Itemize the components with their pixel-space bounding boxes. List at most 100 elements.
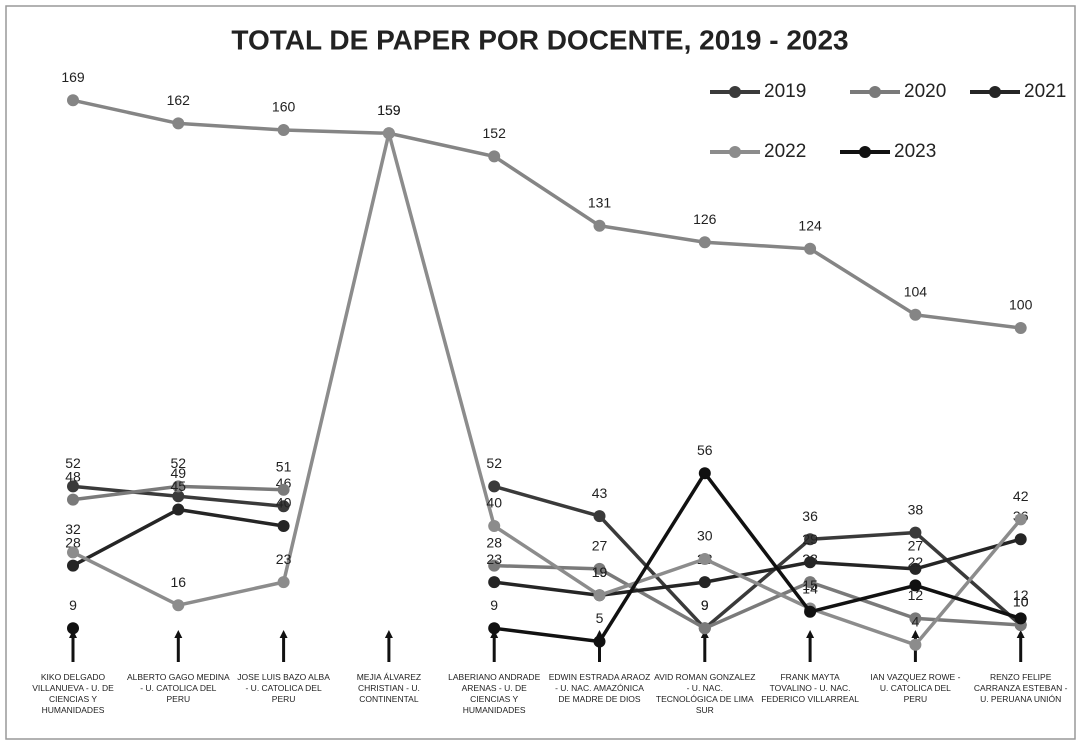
data-point <box>67 94 79 107</box>
data-point <box>488 150 501 163</box>
series-line <box>493 537 1022 598</box>
data-label: 5 <box>596 610 604 626</box>
data-label: 40 <box>276 495 292 511</box>
data-label: 162 <box>167 92 191 108</box>
data-point <box>382 127 395 140</box>
data-label: 30 <box>697 528 713 544</box>
series-line <box>493 470 1022 644</box>
data-label: 15 <box>802 577 818 593</box>
x-tick-label: MEJIA ÁLVAREZ CHRISTIAN - U. CONTINENTAL <box>357 672 421 704</box>
data-label: 19 <box>592 564 608 580</box>
x-tick-label: ALBERTO GAGO MEDINA - U. CATOLICA DEL PERU <box>127 672 230 704</box>
x-tick-label: KIKO DELGADO VILLANUEVA - U. DE CIENCIAS Y… <box>32 672 114 715</box>
data-label: 12 <box>1013 587 1029 603</box>
data-label: 124 <box>798 218 822 234</box>
data-point <box>698 622 711 635</box>
data-label: 16 <box>171 574 187 590</box>
data-label: 51 <box>276 458 292 474</box>
data-point <box>67 559 79 572</box>
data-point <box>172 599 185 612</box>
arrow-head <box>279 630 288 638</box>
x-tick-label: JOSE LUIS BAZO ALBA - U. CATOLICA DEL PERU <box>237 672 330 704</box>
arrow-head <box>911 630 920 638</box>
data-label: 28 <box>486 534 502 550</box>
data-point <box>67 546 79 559</box>
data-point <box>1014 322 1027 334</box>
data-label: 45 <box>171 478 187 494</box>
data-point <box>1014 612 1027 625</box>
data-label: 28 <box>65 534 81 550</box>
data-point <box>172 117 185 130</box>
chart-frame <box>5 5 1076 740</box>
series-line <box>72 132 1023 647</box>
data-point <box>909 526 922 539</box>
data-point <box>277 124 290 136</box>
data-label: 14 <box>802 581 818 597</box>
data-point <box>698 576 711 589</box>
data-point <box>698 467 711 480</box>
x-tick-label: FRANK MAYTA TOVALINO - U. NAC. FEDERICO VI… <box>761 672 859 704</box>
data-point <box>277 576 290 589</box>
data-label: 104 <box>904 284 928 300</box>
data-point <box>804 533 817 546</box>
x-tick-label: IAN VAZQUEZ ROWE -U. CATOLICA DEL PERU <box>870 672 960 704</box>
data-point <box>277 520 290 532</box>
legend-label: 2020 <box>904 81 946 102</box>
data-point <box>909 638 922 651</box>
data-label: 4 <box>912 614 920 630</box>
legend-label: 2023 <box>894 141 936 162</box>
legend-marker <box>859 146 871 158</box>
data-label: 56 <box>697 442 713 458</box>
data-point <box>804 556 817 569</box>
data-point <box>67 622 79 635</box>
data-point <box>277 483 290 496</box>
data-label: 9 <box>701 597 709 613</box>
data-point <box>488 520 501 532</box>
data-label: 52 <box>486 455 502 471</box>
x-tick-label: EDWIN ESTRADA ARAOZ - U. NAC. AMAZÓNICA DE… <box>549 672 651 704</box>
data-label: 40 <box>486 495 502 511</box>
arrow-head <box>806 630 815 638</box>
data-point <box>804 576 817 589</box>
data-point <box>909 612 922 625</box>
data-label: 9 <box>69 597 77 613</box>
data-label: 27 <box>908 538 924 554</box>
data-label: 159 <box>377 102 401 118</box>
x-tick-label: LABERIANO ANDRADE ARENAS - U. DE CIENCIAS … <box>448 672 540 715</box>
data-label: 38 <box>908 501 924 517</box>
data-label: 9 <box>701 597 709 613</box>
data-point <box>698 553 711 565</box>
data-point <box>593 510 606 523</box>
data-label: 48 <box>65 468 81 484</box>
data-point <box>593 562 606 575</box>
arrow-head <box>384 630 393 638</box>
data-label: 32 <box>65 521 81 537</box>
data-label: 10 <box>1013 594 1029 610</box>
data-label: 49 <box>171 465 187 481</box>
legend-marker <box>989 86 1001 98</box>
data-point <box>909 308 922 321</box>
data-point <box>804 605 817 618</box>
data-label: 160 <box>272 99 296 115</box>
x-tick-label: RENZO FELIPE CARRANZA ESTEBAN -U. PERUANA… <box>974 672 1068 704</box>
data-label: 52 <box>171 455 187 471</box>
data-label: 29 <box>802 531 818 547</box>
data-label: 42 <box>1013 488 1029 504</box>
data-point <box>172 503 185 516</box>
data-point <box>172 490 185 503</box>
data-label: 23 <box>276 551 292 567</box>
legend-label: 2022 <box>764 141 806 162</box>
data-label: 23 <box>486 551 502 567</box>
data-label: 169 <box>61 69 85 85</box>
data-point <box>804 242 817 255</box>
data-label: 100 <box>1009 297 1033 313</box>
x-tick-label: AVID ROMAN GONZALEZ - U. NAC. TECNOLÓGICA … <box>654 672 755 715</box>
data-label: 12 <box>908 587 924 603</box>
data-point <box>488 559 501 572</box>
legend-marker <box>869 86 881 98</box>
legend-label: 2021 <box>1024 81 1066 102</box>
legend-marker <box>729 86 741 98</box>
data-point <box>1014 533 1027 546</box>
data-point <box>488 576 501 589</box>
